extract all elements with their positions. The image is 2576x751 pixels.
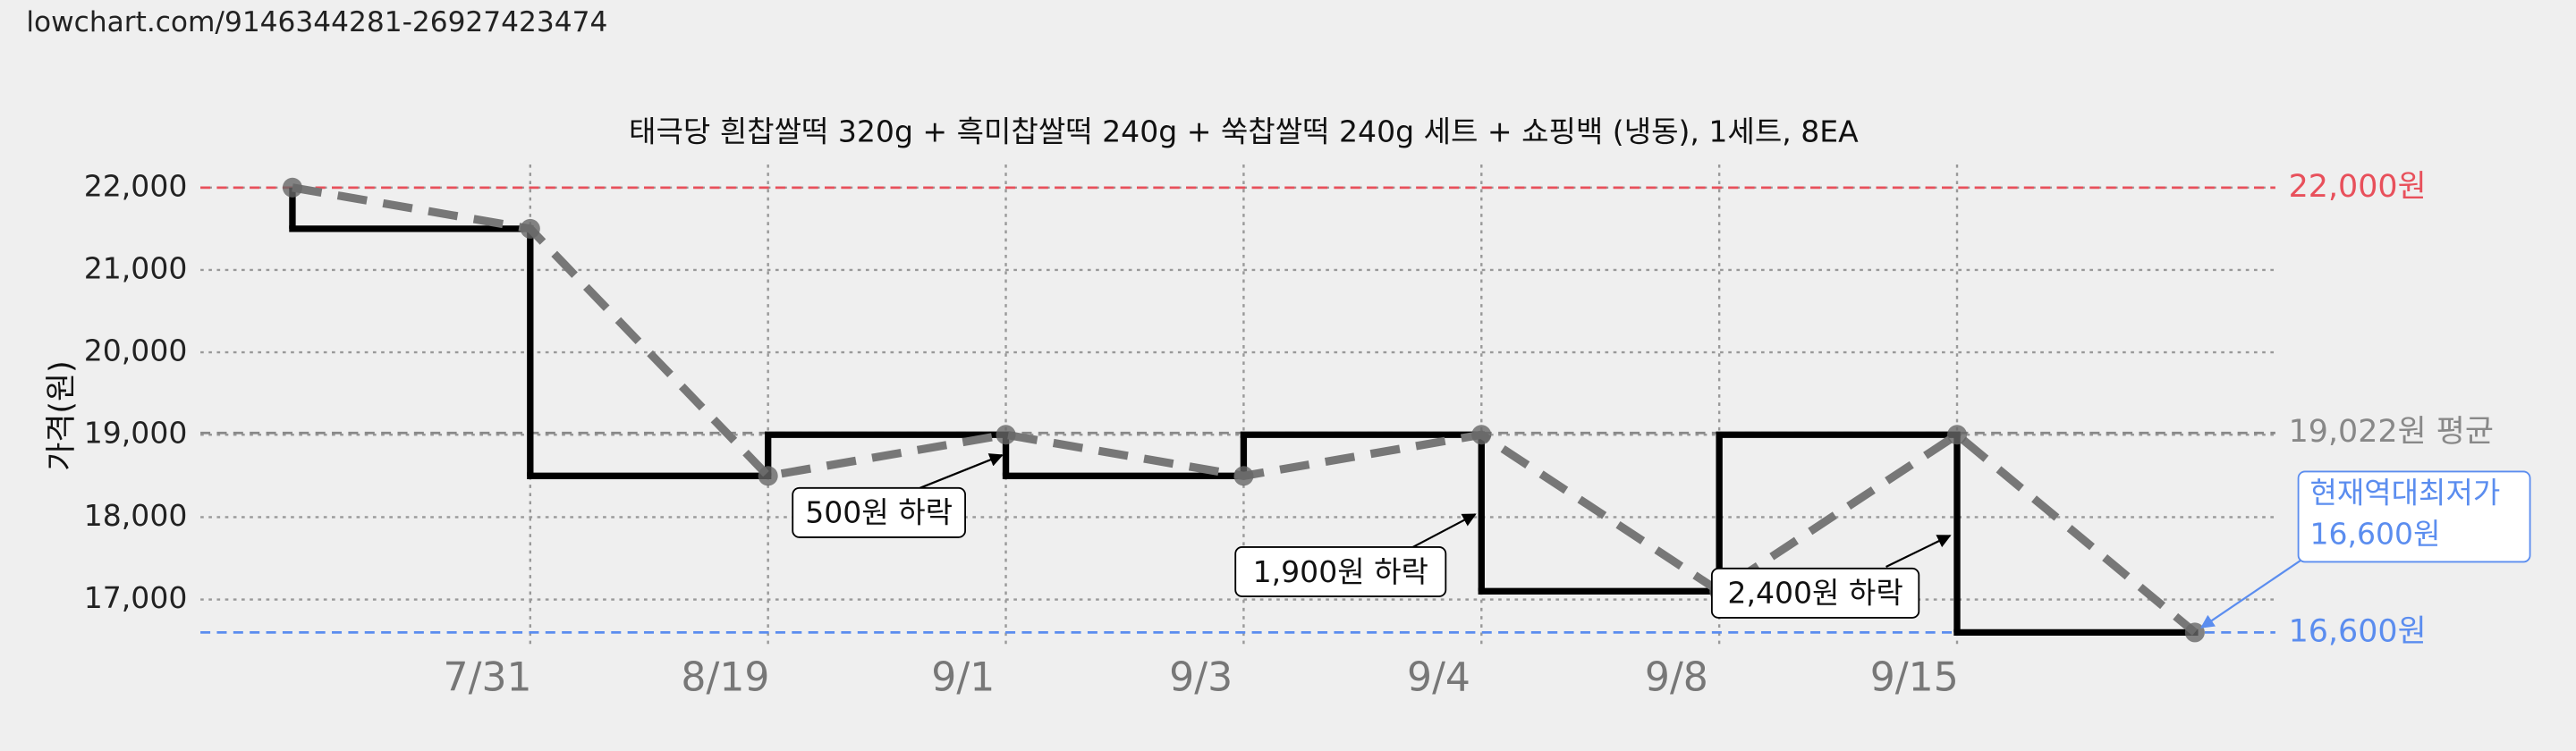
price-point xyxy=(1471,425,1492,445)
annotation-box xyxy=(1234,546,1447,597)
y-tick-label: 20,000 xyxy=(84,333,188,368)
x-tick-label: 9/4 xyxy=(1407,655,1470,701)
price-point xyxy=(520,218,540,239)
annotation-arrow xyxy=(1885,535,1952,568)
annotation-box xyxy=(1710,567,1920,619)
callout-box xyxy=(2297,470,2531,563)
annotation-text: 1,900원 하락 xyxy=(1253,554,1428,589)
annotation-box xyxy=(792,486,966,538)
price-point xyxy=(2184,622,2205,643)
annotation-text: 2,400원 하락 xyxy=(1727,576,1902,611)
x-tick-label: 7/31 xyxy=(444,655,532,701)
price-point xyxy=(282,177,302,198)
x-tick-label: 9/8 xyxy=(1645,655,1708,701)
price-point xyxy=(996,425,1016,445)
annotation-arrow xyxy=(919,453,1004,489)
callout-arrow xyxy=(2199,554,2309,629)
y-tick-label: 22,000 xyxy=(84,168,188,203)
y-tick-label: 21,000 xyxy=(84,250,188,285)
price-point xyxy=(758,466,778,486)
chart-title: 태극당 흰찹쌀떡 320g + 흑미찹쌀떡 240g + 쑥찹쌀떡 240g 세… xyxy=(629,114,1859,149)
reference-label: 19,022원 평균 xyxy=(2289,414,2494,450)
y-tick-label: 18,000 xyxy=(84,498,188,533)
price-point xyxy=(1233,466,1254,486)
annotation-text: 500원 하락 xyxy=(805,495,953,530)
price-point xyxy=(1946,425,1968,445)
y-tick-label: 19,000 xyxy=(84,416,188,451)
annotation-arrow xyxy=(1412,513,1477,548)
x-tick-label: 9/3 xyxy=(1169,655,1233,701)
y-axis-label: 가격(원) xyxy=(44,360,80,470)
x-tick-label: 9/15 xyxy=(1870,655,1959,701)
reference-label: 16,600원 xyxy=(2289,613,2427,649)
url: lowchart.com/9146344281-26927423474 xyxy=(26,6,607,38)
reference-label: 22,000원 xyxy=(2289,169,2427,205)
x-tick-label: 9/1 xyxy=(931,655,995,701)
callout-text: 현재역대최저가 xyxy=(2309,476,2500,511)
y-tick-label: 17,000 xyxy=(84,580,188,615)
x-tick-label: 8/19 xyxy=(681,655,769,701)
callout-text: 16,600원 xyxy=(2309,517,2440,552)
